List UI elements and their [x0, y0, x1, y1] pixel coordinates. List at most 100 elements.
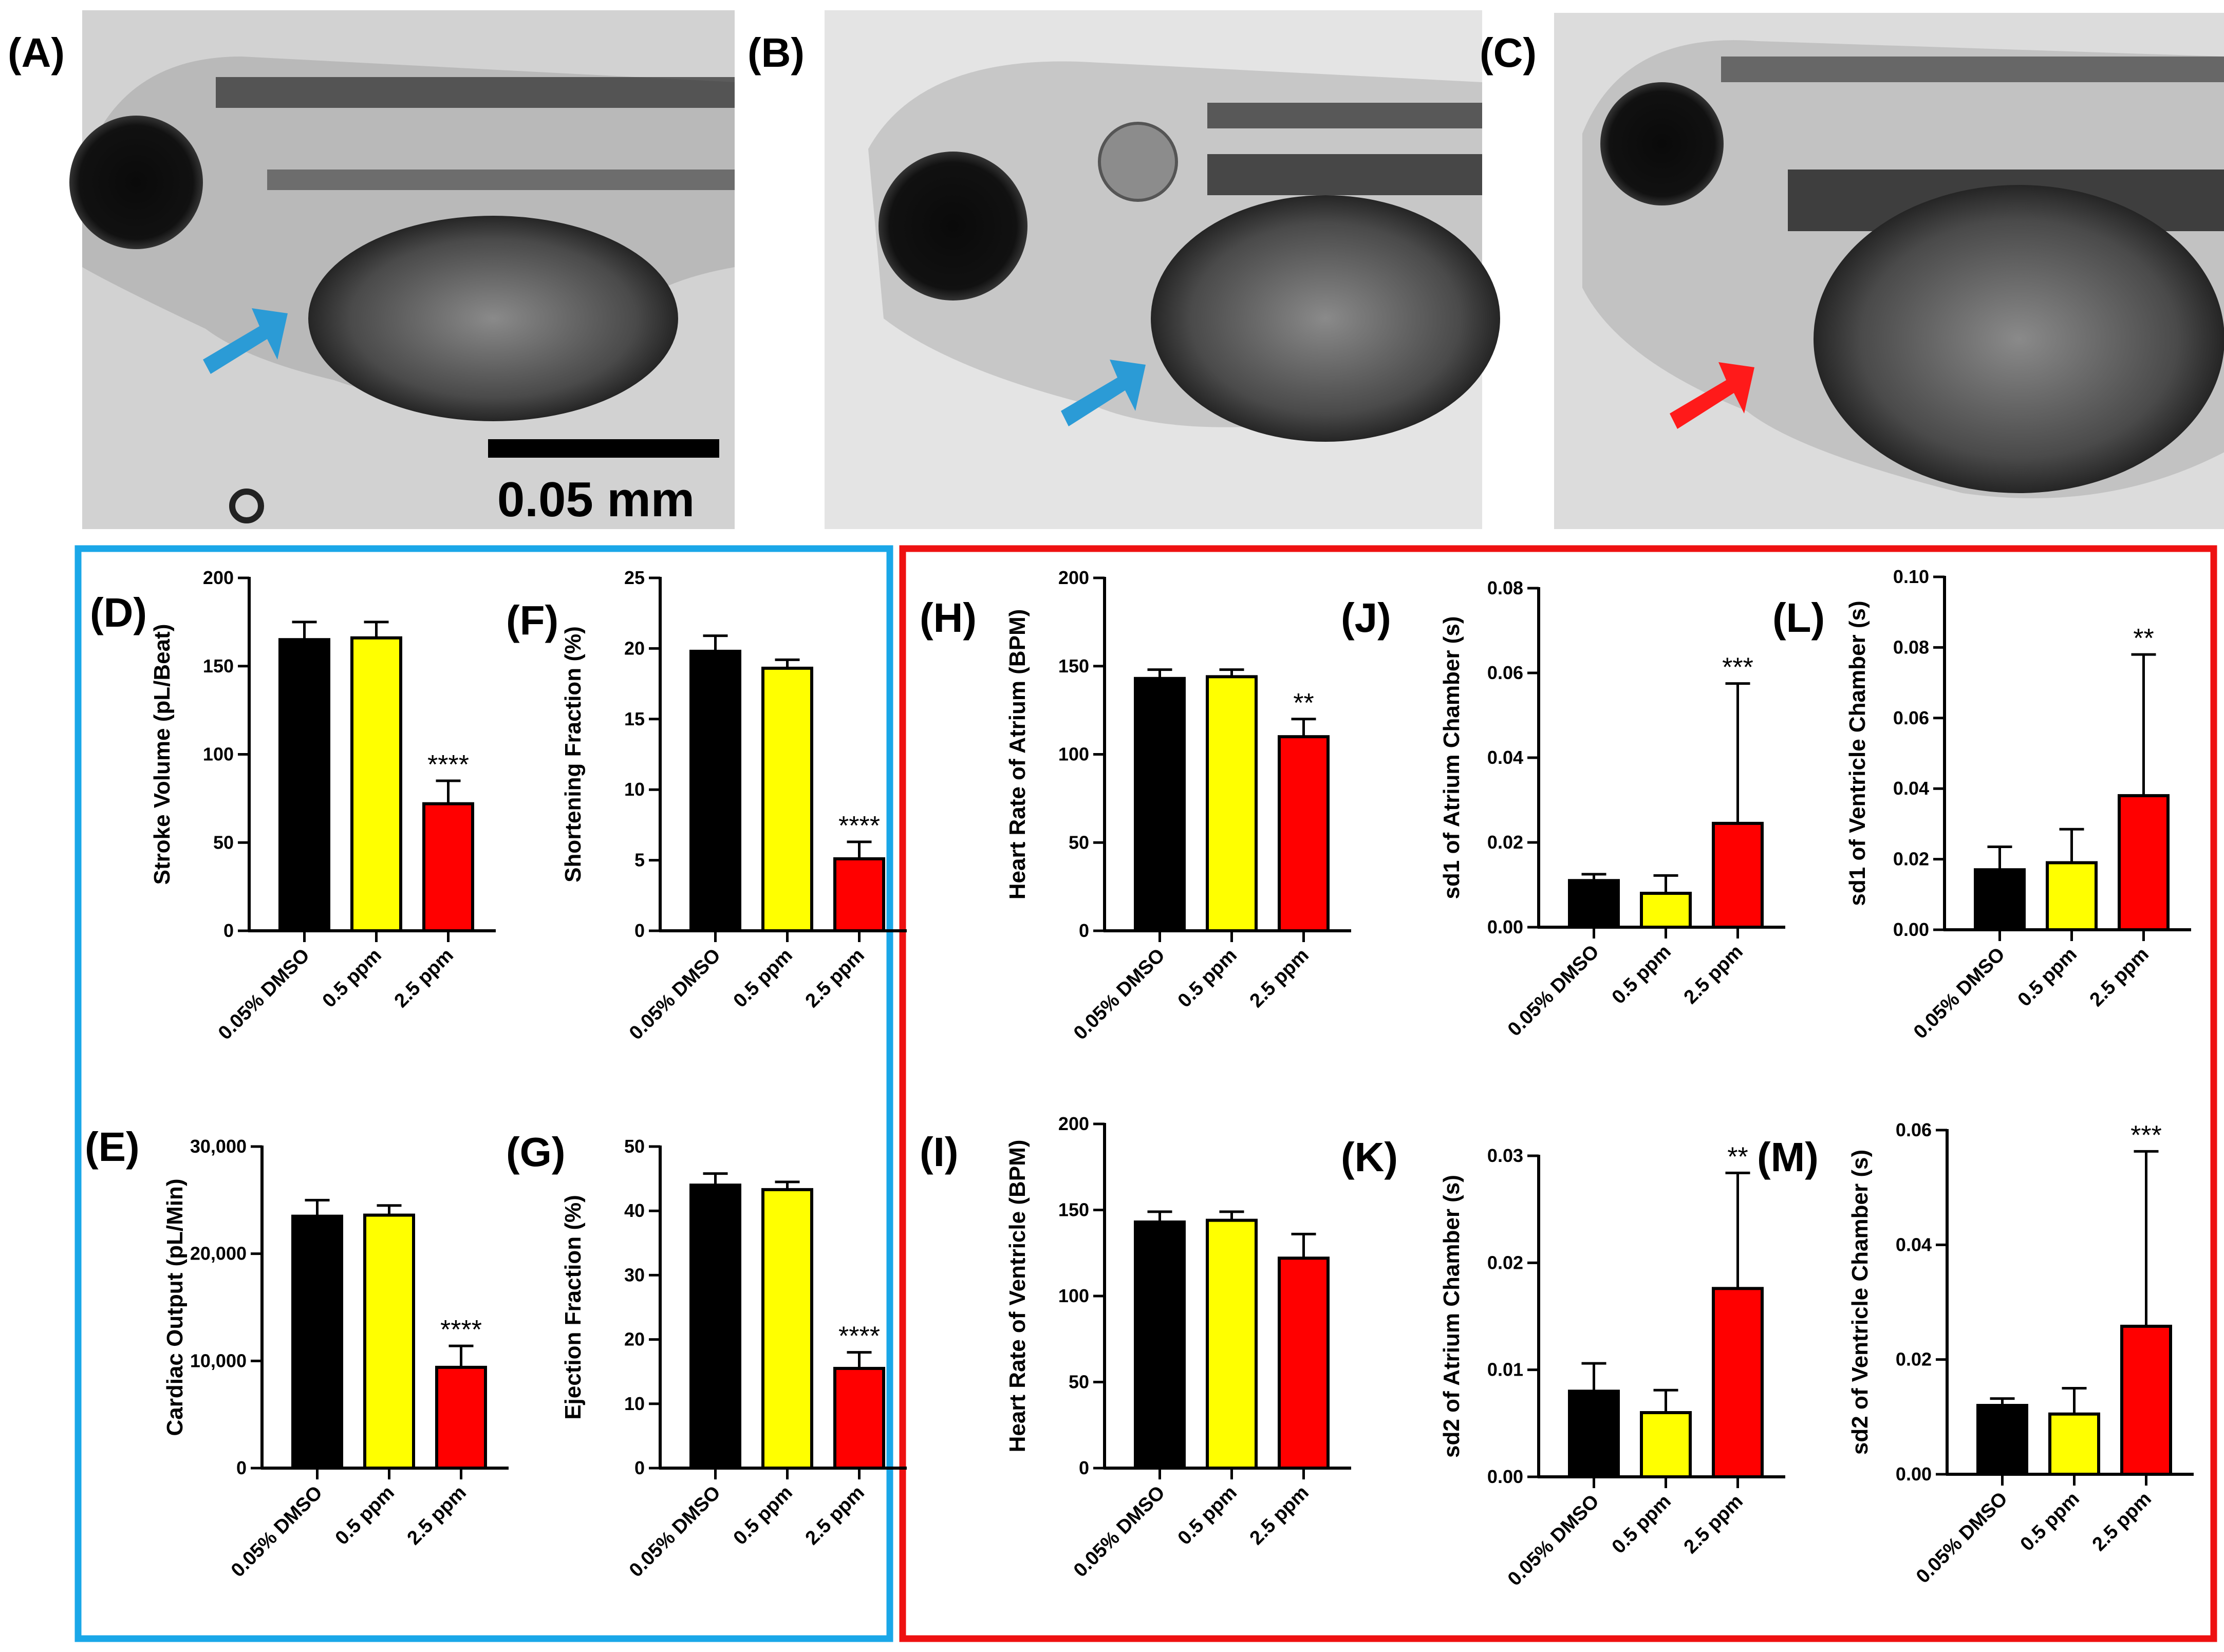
x-tick-label: 2.5 ppm	[801, 945, 869, 1012]
x-tick-label: 0.05% DMSO	[1504, 941, 1603, 1041]
x-tick-label: 2.5 ppm	[801, 1482, 869, 1549]
significance-label: ****	[427, 750, 469, 780]
x-tick-label: 0.05% DMSO	[625, 945, 725, 1044]
y-tick-label: 5	[634, 850, 645, 871]
y-tick-label: 50	[1069, 832, 1089, 853]
y-tick-label: 0	[1079, 920, 1089, 941]
x-tick-label: 0.05% DMSO	[227, 1482, 327, 1582]
bar	[1712, 821, 1764, 929]
bar	[1134, 1220, 1186, 1470]
y-tick-label: 0.02	[1487, 832, 1523, 853]
bar	[761, 666, 813, 932]
y-tick-label: 0.06	[1896, 1119, 1932, 1140]
y-tick-label: 0.04	[1896, 1234, 1932, 1255]
chart-sd2-atrium: (K) 0.00 0.01 0.02 0.03 sd2 of Atrium Chamber…	[1341, 1134, 1785, 1590]
panel-label: (G)	[506, 1129, 566, 1175]
y-tick-label: 0.03	[1487, 1145, 1523, 1166]
y-tick-label: 0.08	[1487, 577, 1523, 598]
panel-label: (L)	[1772, 595, 1825, 641]
x-tick-label: 0.05% DMSO	[1070, 945, 1169, 1044]
x-tick-label: 0.5 ppm	[1174, 945, 1241, 1012]
bar	[422, 802, 474, 933]
photo-panel-b	[825, 10, 1500, 529]
chart-sd1-atrium: (J) 0.00 0.02 0.04 0.06 0.08 sd1 of Atrium Cha…	[1341, 577, 1785, 1041]
bar	[689, 1184, 741, 1470]
y-tick-label: 200	[203, 567, 234, 588]
y-tick-label: 50	[213, 832, 234, 853]
cardiac-output-group-frame	[74, 545, 893, 1642]
y-tick-label: 30,000	[190, 1136, 247, 1157]
y-tick-label: 100	[203, 744, 234, 765]
y-tick-label: 0.06	[1893, 707, 1929, 728]
chart-shortening-fraction: (F) 0 5 10 15 20 25 Shortening Fraction (%) 0.05…	[506, 567, 907, 1044]
bar	[833, 857, 885, 933]
significance-label: **	[2133, 624, 2154, 653]
chart-heart-rate-ventricle: (I) 0 50 100 150 200 Heart Rate of Ventricle (…	[920, 1113, 1351, 1582]
y-tick-label: 0	[634, 1457, 645, 1478]
y-tick-label: 0.06	[1487, 662, 1523, 683]
panel-label: (E)	[85, 1124, 140, 1170]
chart-stroke-volume: (D) 0 50 100 150 200 Stroke Volume (pL/Beat) 0.…	[90, 567, 496, 1044]
bar	[1974, 868, 2026, 931]
bar	[1568, 1390, 1620, 1478]
panel-label: (M)	[1757, 1134, 1819, 1180]
bar	[1206, 1218, 1258, 1470]
y-tick-label: 40	[624, 1200, 645, 1221]
x-tick-label: 2.5 ppm	[2088, 1488, 2156, 1555]
heart-rhythm-group-frame	[899, 545, 2217, 1642]
chart-heart-rate-atrium: (H) 0 50 100 150 200 Heart Rate of Atrium (BPM…	[920, 567, 1351, 1044]
y-tick-label: 100	[1058, 1285, 1089, 1306]
chart-ejection-fraction: (G) 0 10 20 30 40 50 Ejection Fraction (%) 0.05%…	[506, 1129, 907, 1582]
bar	[833, 1366, 885, 1470]
significance-label: ****	[440, 1315, 482, 1345]
x-tick-label: 0.05% DMSO	[1910, 944, 2009, 1043]
bar	[1712, 1287, 1764, 1478]
y-axis-title: Ejection Fraction (%)	[560, 1195, 586, 1420]
bar	[350, 636, 402, 933]
y-axis-title: Stroke Volume (pL/Beat)	[149, 624, 175, 885]
y-tick-label: 0.01	[1487, 1359, 1523, 1380]
x-tick-label: 0.05% DMSO	[1912, 1488, 2012, 1588]
bar	[435, 1365, 487, 1470]
y-tick-label: 100	[1058, 744, 1089, 765]
y-tick-label: 0	[634, 920, 645, 941]
x-tick-label: 0.5 ppm	[2016, 1488, 2084, 1555]
y-axis-title: Cardiac Output (pL/Min)	[162, 1178, 188, 1436]
panel-label-a: (A)	[8, 30, 65, 76]
y-tick-label: 0.02	[1893, 849, 1929, 870]
significance-label: ***	[1722, 653, 1753, 683]
arrow-icon-c	[1670, 362, 1754, 429]
y-tick-label: 0.00	[1893, 919, 1929, 940]
y-tick-label: 0	[1079, 1457, 1089, 1478]
bar	[363, 1213, 415, 1470]
y-tick-label: 0.02	[1896, 1349, 1932, 1370]
panel-label: (K)	[1341, 1134, 1398, 1180]
scale-bar-label: 0.05 mm	[497, 472, 695, 527]
y-tick-label: 50	[624, 1136, 645, 1157]
y-axis-title: sd1 of Ventricle Chamber (s)	[1845, 600, 1870, 906]
y-tick-label: 0.04	[1487, 747, 1523, 768]
y-tick-label: 25	[624, 567, 645, 588]
y-axis-title: sd2 of Atrium Chamber (s)	[1439, 1175, 1464, 1458]
x-tick-label: 0.5 ppm	[2014, 944, 2081, 1011]
x-tick-label: 0.05% DMSO	[625, 1482, 725, 1582]
chart-sd1-ventricle: (L) 0.00 0.02 0.04 0.06 0.08 0.10 sd1 of Ventri…	[1772, 566, 2191, 1043]
y-tick-label: 30	[624, 1264, 645, 1285]
panel-label: (H)	[920, 595, 977, 641]
x-tick-label: 0.5 ppm	[1608, 1491, 1675, 1558]
y-tick-label: 150	[1058, 655, 1089, 677]
x-tick-label: 2.5 ppm	[403, 1482, 471, 1549]
y-tick-label: 0	[236, 1457, 247, 1478]
bar	[1134, 677, 1186, 933]
arrow-icon-a	[203, 308, 288, 374]
y-tick-label: 0.04	[1893, 778, 1929, 799]
y-tick-label: 200	[1058, 567, 1089, 588]
significance-label: ****	[838, 811, 880, 841]
bar	[1206, 675, 1258, 932]
x-tick-label: 0.5 ppm	[331, 1482, 399, 1549]
x-tick-label: 0.05% DMSO	[1504, 1491, 1603, 1590]
x-tick-label: 2.5 ppm	[1680, 1491, 1747, 1558]
bar	[1568, 879, 1620, 929]
y-tick-label: 150	[1058, 1199, 1089, 1221]
x-tick-label: 2.5 ppm	[1680, 941, 1747, 1008]
